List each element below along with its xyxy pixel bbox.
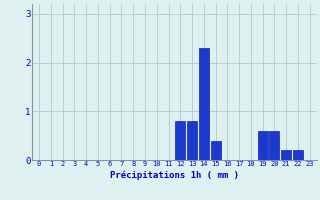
Bar — [187, 121, 197, 160]
X-axis label: Précipitations 1h ( mm ): Précipitations 1h ( mm ) — [110, 170, 239, 180]
Bar — [211, 140, 220, 160]
Bar — [199, 48, 209, 160]
Bar — [175, 121, 185, 160]
Bar — [281, 150, 291, 160]
Bar — [258, 131, 268, 160]
Bar — [293, 150, 303, 160]
Bar — [269, 131, 279, 160]
